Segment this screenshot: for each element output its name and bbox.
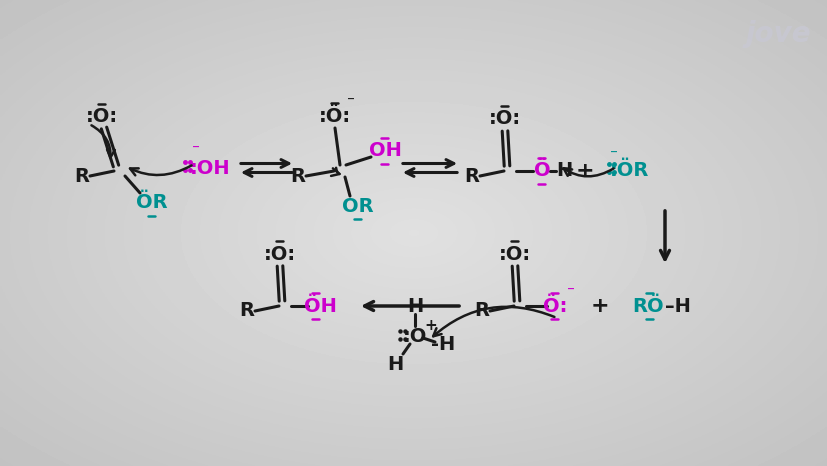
Text: ⁻: ⁻ bbox=[609, 148, 617, 163]
Text: jove: jove bbox=[744, 20, 810, 48]
Text: ÖR: ÖR bbox=[136, 193, 168, 212]
Text: H: H bbox=[555, 162, 571, 180]
FancyArrowPatch shape bbox=[130, 165, 191, 175]
Text: +: + bbox=[575, 161, 594, 181]
Text: ⁻: ⁻ bbox=[347, 95, 355, 110]
Text: +: + bbox=[590, 296, 609, 316]
Text: :OH: :OH bbox=[189, 158, 230, 178]
Text: H: H bbox=[386, 355, 403, 374]
FancyArrowPatch shape bbox=[91, 125, 115, 158]
Text: ⁻: ⁻ bbox=[192, 143, 200, 158]
Text: :O:: :O: bbox=[499, 245, 530, 263]
Text: R: R bbox=[74, 166, 89, 185]
Text: Ö:: Ö: bbox=[543, 296, 566, 315]
FancyArrowPatch shape bbox=[563, 168, 613, 176]
Text: :O:: :O: bbox=[264, 245, 296, 263]
Text: H: H bbox=[406, 296, 423, 315]
Text: +: + bbox=[424, 318, 437, 334]
Text: OR: OR bbox=[342, 197, 373, 215]
Text: Ö: Ö bbox=[533, 162, 550, 180]
Text: ÖH: ÖH bbox=[304, 296, 336, 315]
Text: :Ö:: :Ö: bbox=[318, 107, 351, 125]
Text: :ÖR: :ÖR bbox=[609, 162, 649, 180]
Text: R: R bbox=[464, 166, 479, 185]
Text: -H: -H bbox=[430, 335, 455, 354]
Text: RÖ: RÖ bbox=[632, 296, 663, 315]
Text: :O: :O bbox=[402, 327, 427, 345]
Text: :O:: :O: bbox=[86, 107, 118, 125]
Text: R: R bbox=[290, 166, 305, 185]
Text: OH: OH bbox=[368, 142, 401, 160]
Text: R: R bbox=[239, 302, 254, 321]
Text: :O:: :O: bbox=[489, 110, 520, 129]
FancyArrowPatch shape bbox=[331, 168, 339, 176]
Text: –H: –H bbox=[664, 296, 690, 315]
Text: R: R bbox=[474, 302, 489, 321]
Text: ⁻: ⁻ bbox=[566, 285, 574, 300]
FancyArrowPatch shape bbox=[433, 307, 554, 336]
